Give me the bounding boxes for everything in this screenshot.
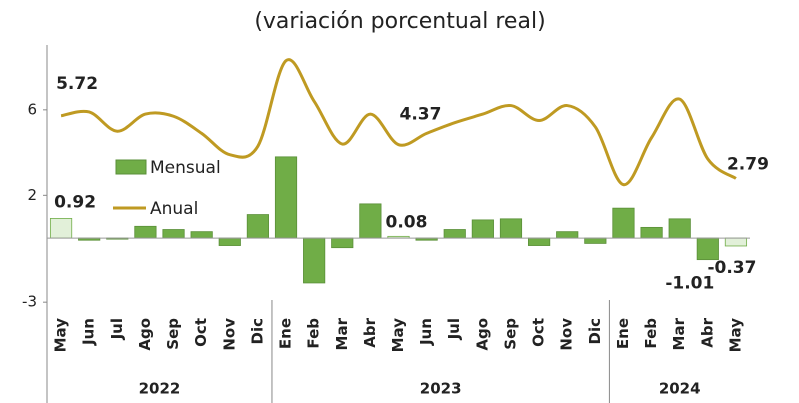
- x-tick-label: Abr: [361, 317, 379, 347]
- bar: [696, 237, 719, 261]
- data-label: 0.92: [54, 192, 96, 212]
- data-label: 5.72: [56, 74, 98, 94]
- x-tick-label: May: [52, 318, 70, 353]
- bar: [499, 218, 523, 239]
- bar: [640, 226, 663, 239]
- data-label: 2.79: [727, 154, 769, 174]
- bar: [724, 237, 748, 247]
- data-label: -1.01: [665, 274, 714, 294]
- y-tick-label: -3: [22, 293, 37, 311]
- bar: [246, 214, 269, 239]
- x-tick-label: Sep: [164, 318, 182, 350]
- bar: [471, 219, 494, 239]
- bar: [556, 231, 579, 239]
- bar: [359, 203, 382, 239]
- bar: [49, 218, 73, 239]
- bar: [528, 237, 551, 246]
- x-tick-label: Ago: [136, 318, 154, 351]
- bar: [331, 237, 354, 249]
- bar: [303, 237, 326, 284]
- legend-label: Mensual: [150, 158, 221, 178]
- chart-title: (variación porcentual real): [254, 9, 545, 34]
- x-tick-label: Abr: [698, 317, 716, 347]
- x-tick-label: Ago: [473, 318, 491, 351]
- x-tick-label: Feb: [305, 318, 323, 349]
- bar: [584, 237, 607, 244]
- data-label: 0.08: [386, 212, 428, 232]
- bar: [162, 229, 185, 239]
- x-tick-label: Mar: [333, 317, 351, 350]
- bar: [274, 156, 298, 239]
- x-tick-label: Ene: [614, 318, 632, 349]
- x-tick-label: Nov: [220, 318, 238, 351]
- line: [60, 58, 737, 187]
- bar: [668, 218, 691, 239]
- x-tick-label: Jun: [417, 318, 435, 346]
- x-tick-label: Jul: [445, 318, 463, 340]
- bar: [612, 207, 635, 239]
- x-tick-label: May: [389, 318, 407, 353]
- legend-label: Anual: [150, 199, 198, 219]
- x-tick-label: Feb: [642, 318, 660, 349]
- x-tick-label: Dic: [248, 318, 266, 344]
- year-label: 2022: [139, 380, 181, 398]
- bar: [134, 225, 157, 239]
- x-tick-label: Jun: [80, 318, 98, 346]
- x-tick-label: Oct: [192, 318, 210, 347]
- legend-swatch: [115, 159, 147, 175]
- x-tick-label: May: [726, 318, 744, 353]
- x-tick-label: Dic: [586, 318, 604, 344]
- data-label: -0.37: [707, 258, 756, 278]
- y-tick-label: 2: [27, 186, 37, 204]
- x-tick-label: Oct: [530, 318, 548, 347]
- y-tick-label: 6: [27, 100, 37, 118]
- data-label: 4.37: [400, 105, 442, 125]
- year-label: 2023: [420, 380, 462, 398]
- bar: [190, 231, 213, 239]
- bar: [218, 237, 241, 246]
- x-tick-label: Ene: [277, 318, 295, 349]
- bar: [443, 229, 466, 239]
- x-tick-label: Nov: [558, 318, 576, 351]
- x-tick-label: Jul: [108, 318, 126, 340]
- x-tick-label: Mar: [670, 317, 688, 350]
- year-label: 2024: [659, 380, 701, 398]
- x-tick-label: Sep: [501, 318, 519, 350]
